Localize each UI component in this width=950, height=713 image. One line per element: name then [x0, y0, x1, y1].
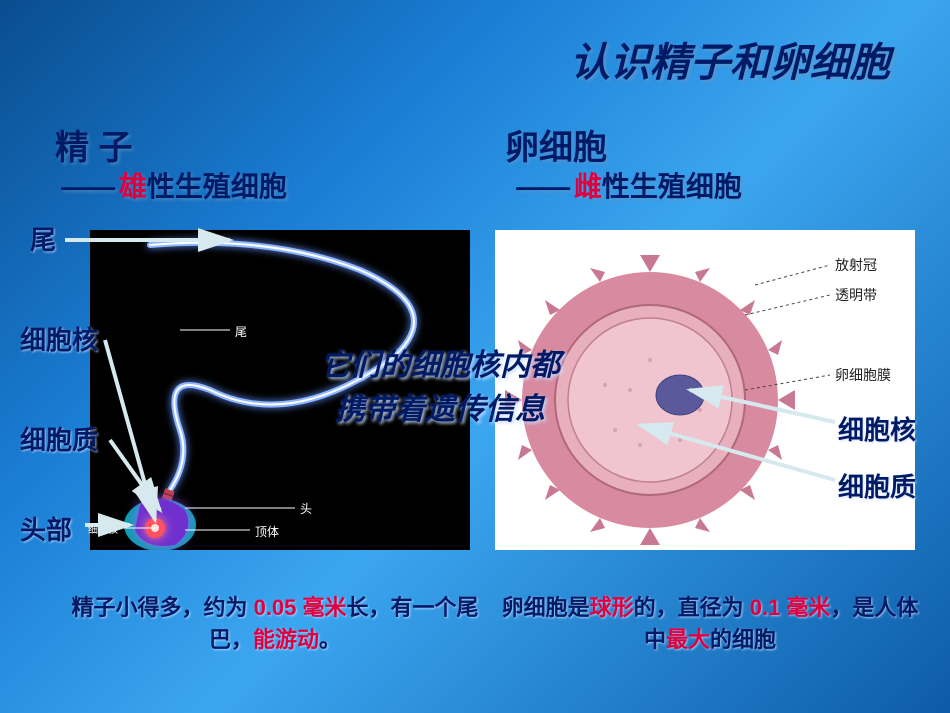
egg-internal-membrane: 卵细胞膜	[835, 365, 891, 385]
sperm-cap-p3: 。	[319, 627, 341, 652]
arrow-head	[80, 510, 140, 540]
egg-internal-zona: 透明带	[835, 285, 877, 305]
egg-heading: 卵细胞	[505, 120, 607, 169]
sperm-desc-dash: ——	[61, 171, 119, 202]
arrow-tail	[60, 225, 240, 255]
sperm-cap-hl2: 能游动	[253, 627, 319, 652]
egg-label-nucleus: 细胞核	[838, 410, 916, 447]
sperm-internal-acrosome: 顶体	[255, 523, 279, 540]
sperm-desc-suffix: 性生殖细胞	[147, 171, 287, 202]
egg-desc-suffix: 性生殖细胞	[602, 171, 742, 202]
egg-cap-p2: 的，直径为	[634, 595, 750, 620]
sperm-internal-head: 头	[300, 500, 312, 517]
sperm-cap-p1: 精子小得多，约为	[71, 595, 253, 620]
egg-internal-corona: 放射冠	[835, 255, 877, 275]
sperm-label-head: 头部	[20, 510, 72, 547]
egg-cap-hl2: 0.1 毫米	[750, 595, 831, 620]
sperm-internal-tail: 尾	[235, 323, 247, 340]
sperm-desc: —— 雄性生殖细胞	[30, 165, 480, 205]
sperm-cap-hl1: 0.05 毫米	[254, 595, 347, 620]
sperm-label-nucleus: 细胞核	[20, 320, 98, 357]
egg-desc-hl: 雌	[574, 171, 602, 202]
egg-cap-p1: 卵细胞是	[502, 595, 590, 620]
sperm-label-tail: 尾	[30, 220, 56, 257]
sperm-desc-hl: 雄	[119, 171, 147, 202]
egg-caption: 卵细胞是球形的，直径为 0.1 毫米，是人体中最大的细胞	[500, 590, 920, 654]
page-title: 认识精子和卵细胞	[570, 30, 890, 88]
center-note: 它们的细胞核内都 携带着遗传信息	[250, 340, 630, 428]
arrow-cytoplasm	[105, 430, 175, 520]
egg-desc: —— 雌性生殖细胞	[485, 165, 935, 205]
center-line1: 它们的细胞核内都	[320, 349, 560, 382]
egg-cap-hl1: 球形	[590, 595, 634, 620]
egg-cap-hl3: 最大	[666, 627, 710, 652]
sperm-label-cytoplasm: 细胞质	[20, 420, 98, 457]
center-line2: 携带着遗传信息	[335, 393, 545, 426]
sperm-heading: 精 子	[55, 120, 132, 169]
arrow-egg-cytoplasm	[630, 420, 840, 490]
egg-desc-dash: ——	[516, 171, 574, 202]
egg-label-cytoplasm: 细胞质	[838, 467, 916, 504]
sperm-caption: 精子小得多，约为 0.05 毫米长，有一个尾巴，能游动。	[60, 590, 490, 654]
egg-cap-p4: 的细胞	[710, 627, 776, 652]
